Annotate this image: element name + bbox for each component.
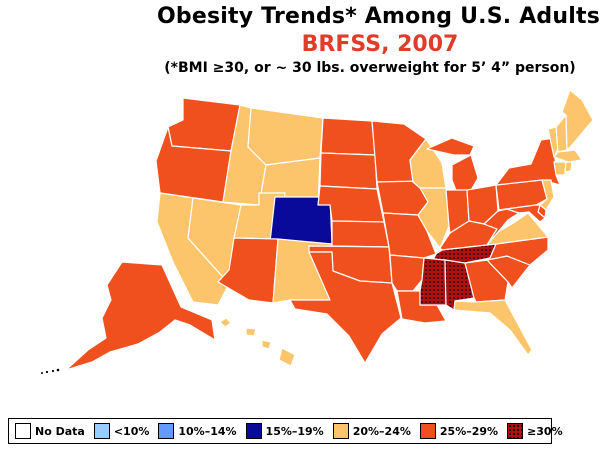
state-MA <box>553 149 583 163</box>
legend-label-ge30: ≥30% <box>527 424 563 438</box>
state-AR <box>389 254 425 292</box>
state-CT <box>553 161 567 176</box>
state-MS <box>419 257 447 306</box>
legend-swatch-c20_24 <box>332 423 349 439</box>
legend-swatch-nodata <box>15 423 31 439</box>
legend-item-c25_29: 25%–29% <box>419 423 499 439</box>
bmi-note: (*BMI ≥30, or ~ 30 lbs. overweight for 5… <box>164 60 576 76</box>
state-ME <box>561 89 594 151</box>
state-FL <box>453 299 533 356</box>
state-TX <box>289 251 402 364</box>
legend: No Data <10% 10%–14% 15%–19% 20%–24% 25%–29% ≥… <box>8 418 563 444</box>
legend-item-lt10: <10% <box>93 423 150 439</box>
legend-label-lt10: <10% <box>113 424 150 438</box>
state-NY <box>495 137 561 186</box>
state-MD <box>498 204 546 223</box>
legend-swatch-c25_29 <box>419 423 436 439</box>
legend-label-c10_14: 10%–14% <box>178 424 237 438</box>
legend-item-c20_24: 20%–24% <box>332 423 411 439</box>
state-WA <box>167 97 241 152</box>
page-subtitle: BRFSS, 2007 <box>301 32 459 57</box>
legend-label-c15_19: 15%–19% <box>265 424 324 438</box>
state-HI <box>219 317 296 367</box>
legend-swatch-c15_19 <box>245 423 262 439</box>
legend-swatch-ge30 <box>507 423 524 439</box>
legend-item-c10_14: 10%–14% <box>158 423 237 439</box>
state-KS <box>331 220 390 248</box>
state-RI <box>564 161 573 173</box>
legend-item-ge30: ≥30% <box>507 423 563 439</box>
state-ND <box>320 117 376 156</box>
legend-swatch-c10_14 <box>158 423 175 439</box>
state-MT <box>247 107 324 166</box>
legend-label-c20_24: 20%–24% <box>352 424 411 438</box>
legend-item-c15_19: 15%–19% <box>245 423 324 439</box>
legend-swatch-lt10 <box>93 423 110 439</box>
state-SD <box>319 152 378 190</box>
legend-label-nodata: No Data <box>35 424 85 438</box>
page-title: Obesity Trends* Among U.S. Adults <box>157 4 600 29</box>
legend-label-c25_29: 25%–29% <box>439 424 499 438</box>
state-NH <box>555 114 568 153</box>
state-AK <box>65 261 216 371</box>
legend-item-nodata: No Data <box>15 423 85 439</box>
aleutian-islands <box>41 368 60 374</box>
